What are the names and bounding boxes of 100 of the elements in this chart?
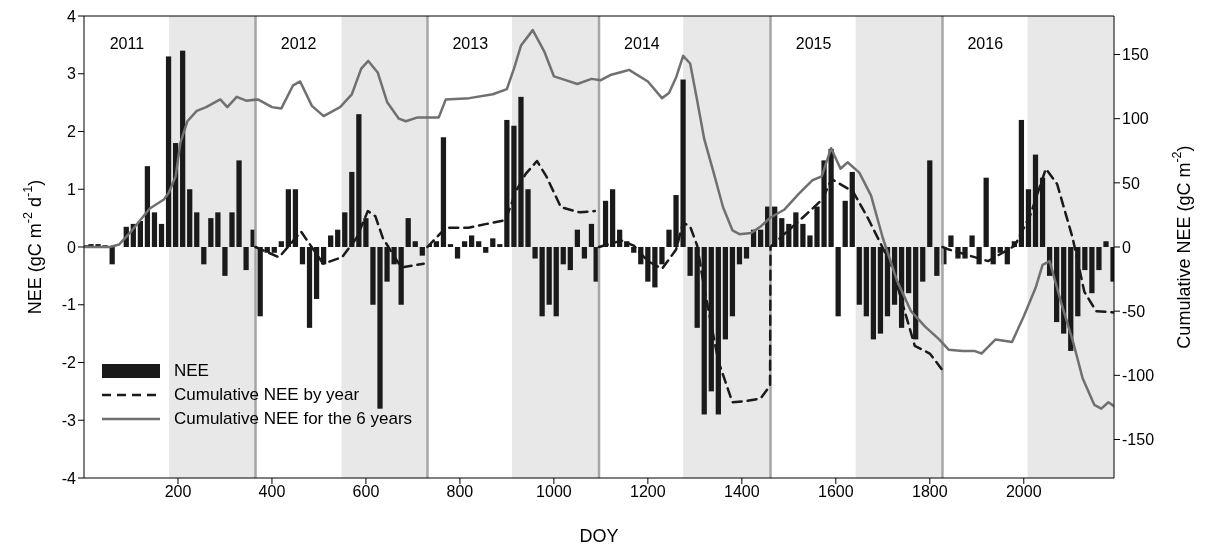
- annotation: 2011: [109, 35, 145, 53]
- bar: [948, 235, 954, 247]
- x-tick-label: 600: [352, 483, 380, 501]
- bar: [137, 221, 143, 247]
- y2-tick-label: 150: [1122, 46, 1149, 64]
- x-tick-label: 1400: [724, 483, 760, 501]
- bar: [144, 166, 151, 247]
- bar: [1082, 247, 1088, 271]
- bar: [194, 212, 200, 247]
- bar: [497, 244, 503, 247]
- bar: [906, 247, 912, 294]
- x-tick-label: 1200: [630, 483, 666, 501]
- bar: [849, 171, 855, 247]
- bar: [306, 247, 313, 328]
- annotation: 2014: [624, 35, 660, 53]
- bar: [863, 247, 869, 317]
- x-tick-label: 1000: [536, 483, 572, 501]
- bar: [285, 189, 292, 247]
- bar: [483, 247, 489, 253]
- bar: [856, 247, 862, 305]
- bar: [934, 247, 940, 276]
- bar: [722, 247, 729, 340]
- y-tick-label: 0: [67, 238, 77, 256]
- bar: [158, 223, 165, 247]
- legend-label: NEE: [174, 360, 209, 382]
- bar: [412, 241, 418, 247]
- bar: [349, 171, 355, 247]
- bar: [736, 247, 743, 265]
- bar: [278, 241, 284, 247]
- bar: [476, 241, 482, 247]
- bar: [335, 229, 341, 247]
- bar: [729, 247, 736, 317]
- bar: [553, 247, 559, 317]
- bar: [976, 247, 982, 265]
- y2-tick-label: 50: [1122, 174, 1140, 192]
- bar: [447, 244, 454, 247]
- bar: [313, 247, 320, 299]
- annotation: 2016: [967, 35, 1004, 53]
- bar: [405, 218, 411, 247]
- bar: [222, 247, 228, 276]
- y2-tick-label: -50: [1122, 302, 1146, 320]
- bar: [757, 229, 764, 247]
- bar: [969, 235, 975, 247]
- bar: [842, 200, 848, 247]
- bar: [342, 212, 348, 247]
- bar: [870, 247, 877, 340]
- bar: [927, 160, 933, 247]
- x-tick-label: 1600: [818, 483, 854, 501]
- y2-tick-label: -150: [1122, 431, 1155, 449]
- x-tick-label: 200: [164, 483, 192, 501]
- bar: [581, 247, 588, 259]
- bar: [257, 247, 263, 317]
- bar: [208, 218, 214, 247]
- bar: [201, 247, 207, 265]
- bar: [490, 238, 496, 247]
- y2-tick-label: 100: [1122, 110, 1149, 128]
- line-series: [84, 28, 1114, 410]
- x-tick-label: 1800: [912, 483, 948, 501]
- bar: [433, 241, 440, 247]
- bar: [180, 50, 186, 247]
- y-tick-label: -4: [61, 469, 77, 487]
- bar: [983, 177, 989, 247]
- bar: [567, 247, 573, 271]
- bar: [560, 247, 566, 265]
- y2-tick-label: -100: [1122, 367, 1155, 385]
- bar: [454, 247, 461, 259]
- bar: [631, 247, 637, 253]
- bar: [1103, 241, 1109, 247]
- bar: [645, 247, 651, 282]
- bar: [609, 189, 616, 247]
- bar: [913, 247, 919, 340]
- x-axis-title: DOY: [579, 526, 619, 546]
- annotation: 2012: [280, 35, 317, 53]
- bar: [574, 229, 580, 247]
- bar: [835, 247, 841, 317]
- bar: [328, 235, 334, 247]
- bar: [920, 247, 926, 282]
- y-tick-label: 1: [67, 180, 77, 198]
- x-tick-label: 800: [446, 483, 474, 501]
- annotation: 2013: [452, 35, 489, 53]
- bar: [877, 247, 884, 334]
- bar: [299, 247, 306, 265]
- bar: [588, 223, 595, 247]
- legend-label: Cumulative NEE by year: [174, 384, 360, 406]
- annotation: 2015: [795, 35, 832, 53]
- bar: [1039, 177, 1046, 247]
- legend-label: Cumulative NEE for the 6 years: [174, 408, 413, 430]
- bar: [997, 247, 1003, 253]
- bar: [398, 247, 404, 305]
- bar: [469, 235, 475, 247]
- bar: [271, 247, 277, 253]
- x-tick-label: 400: [258, 483, 286, 501]
- bar: [546, 247, 552, 305]
- y-tick-label: -1: [61, 296, 77, 314]
- y2-tick-label: 0: [1122, 238, 1131, 256]
- y-tick-label: 3: [67, 65, 77, 83]
- bar: [264, 247, 270, 253]
- x-tick-label: 2000: [1005, 483, 1042, 501]
- bar: [419, 247, 425, 256]
- bar: [243, 247, 249, 271]
